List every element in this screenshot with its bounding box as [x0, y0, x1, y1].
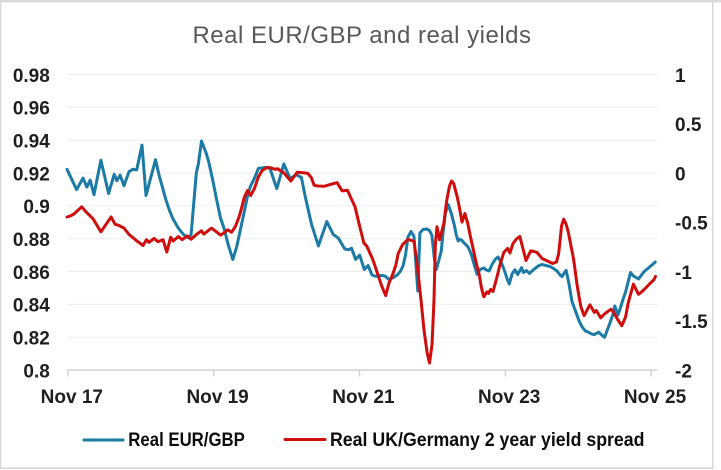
svg-text:-2: -2 — [675, 361, 692, 382]
svg-text:0.82: 0.82 — [13, 329, 50, 350]
svg-text:Nov 19: Nov 19 — [186, 387, 248, 408]
svg-text:0.98: 0.98 — [13, 66, 50, 87]
svg-text:Real UK/Germany 2 year yield s: Real UK/Germany 2 year yield spread — [330, 430, 645, 451]
svg-text:0.88: 0.88 — [13, 230, 50, 251]
svg-text:Real EUR/GBP: Real EUR/GBP — [128, 430, 245, 451]
svg-text:0.94: 0.94 — [13, 132, 50, 153]
svg-text:1: 1 — [675, 66, 686, 87]
svg-text:Nov 23: Nov 23 — [478, 387, 540, 408]
svg-text:0.96: 0.96 — [13, 99, 50, 120]
svg-text:0.9: 0.9 — [23, 197, 49, 218]
svg-text:-1: -1 — [675, 263, 692, 284]
svg-text:Nov 17: Nov 17 — [41, 387, 103, 408]
svg-text:Nov 21: Nov 21 — [332, 387, 395, 408]
svg-text:0.92: 0.92 — [13, 164, 50, 185]
svg-text:-1.5: -1.5 — [675, 312, 708, 333]
svg-text:0.86: 0.86 — [13, 263, 50, 284]
svg-text:Nov 25: Nov 25 — [624, 387, 687, 408]
svg-text:0.84: 0.84 — [13, 296, 50, 317]
svg-text:0.8: 0.8 — [23, 361, 49, 382]
svg-text:Real EUR/GBP and real yields: Real EUR/GBP and real yields — [192, 22, 531, 49]
svg-text:0: 0 — [675, 164, 686, 185]
svg-text:-0.5: -0.5 — [675, 214, 708, 235]
svg-text:0.5: 0.5 — [675, 115, 702, 136]
